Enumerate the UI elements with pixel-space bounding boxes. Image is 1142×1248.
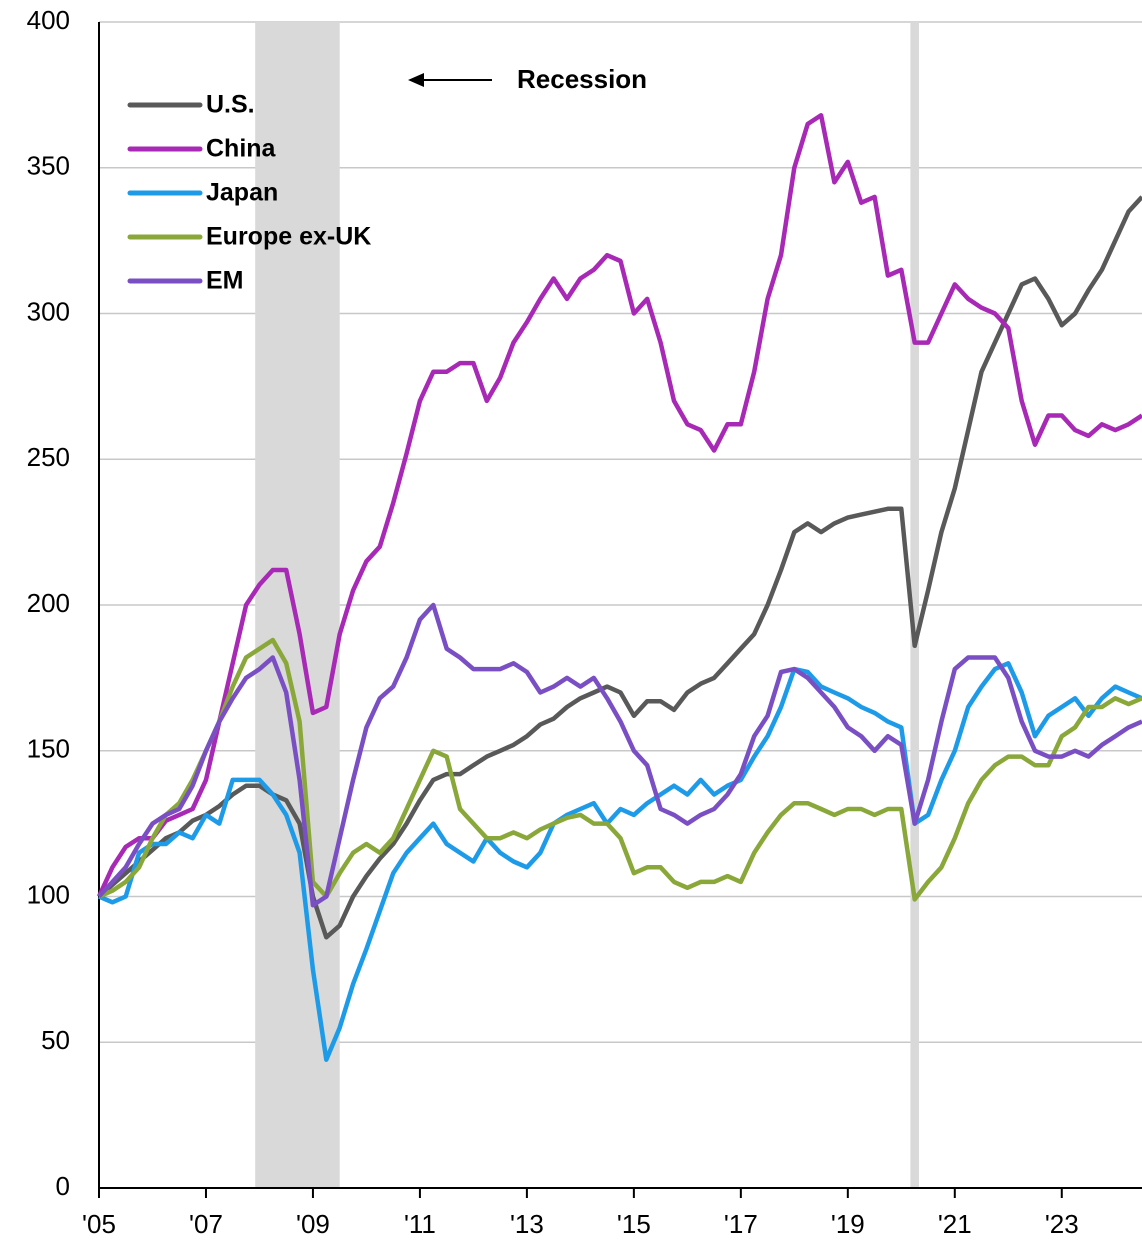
series-line — [97, 602, 1142, 908]
legend-label: Japan — [206, 179, 278, 207]
legend-label: Europe ex-UK — [206, 223, 371, 251]
y-tick-label: 0 — [56, 1171, 70, 1201]
x-tick-label: '05 — [82, 1209, 116, 1239]
series-line — [98, 661, 1142, 1062]
x-tick-label: '23 — [1045, 1209, 1079, 1239]
x-tick-label: '11 — [404, 1209, 436, 1239]
annotation-arrowhead — [408, 73, 424, 87]
x-tick-label: '09 — [296, 1209, 330, 1239]
y-tick-label: 200 — [27, 588, 70, 618]
legend-label: EM — [206, 267, 244, 295]
y-tick-label: 400 — [27, 5, 70, 35]
x-tick-label: '19 — [831, 1209, 865, 1239]
x-tick-label: '13 — [510, 1209, 544, 1239]
y-tick-label: 50 — [41, 1025, 70, 1055]
y-tick-label: 250 — [27, 442, 70, 472]
y-tick-label: 300 — [27, 296, 70, 326]
y-tick-label: 100 — [27, 879, 70, 909]
y-tick-label: 350 — [27, 151, 70, 181]
recession-band — [255, 22, 340, 1188]
y-tick-label: 150 — [27, 734, 70, 764]
series-line — [96, 113, 1142, 898]
recession-band — [910, 22, 919, 1188]
annotation: Recession — [517, 64, 647, 94]
x-tick-label: '07 — [189, 1209, 223, 1239]
series-line — [98, 637, 1142, 902]
x-tick-label: '15 — [617, 1209, 651, 1239]
x-tick-label: '17 — [724, 1209, 758, 1239]
x-tick-label: '21 — [938, 1209, 972, 1239]
legend-label: U.S. — [206, 91, 255, 119]
legend-label: China — [206, 135, 277, 163]
